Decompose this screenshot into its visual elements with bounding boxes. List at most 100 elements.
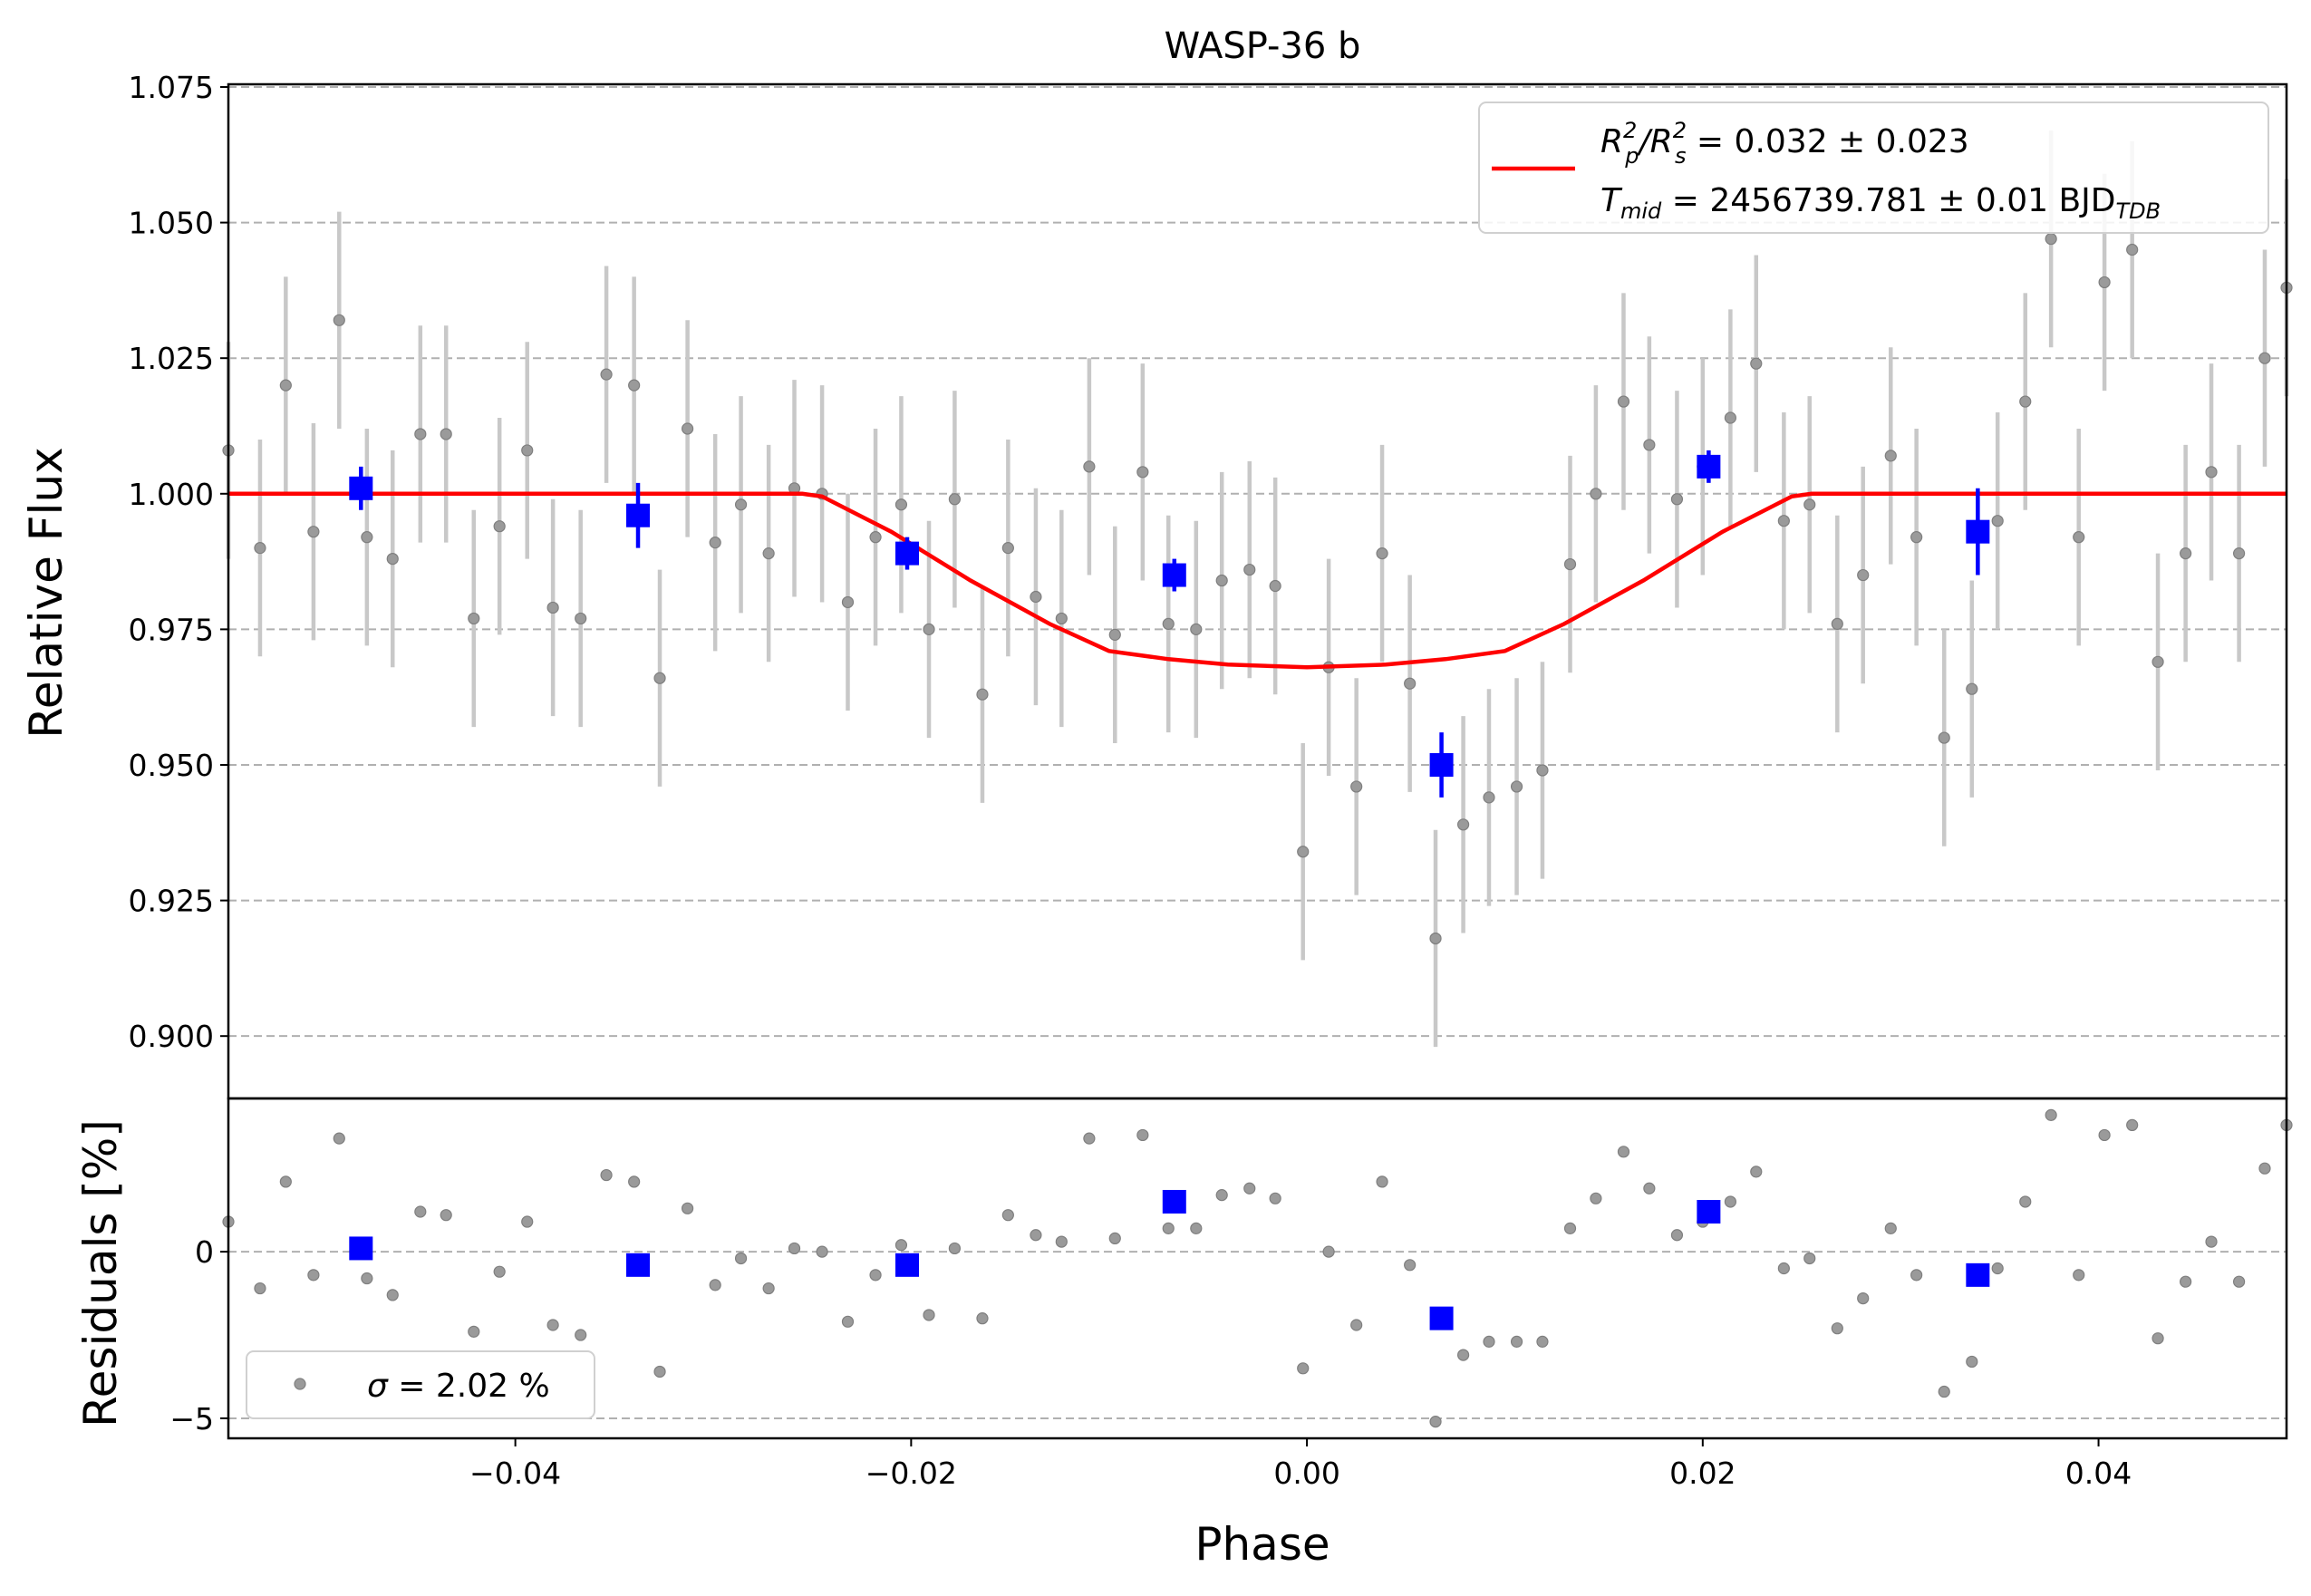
residual-raw-point — [1510, 1335, 1523, 1348]
residual-raw-point — [2073, 1269, 2085, 1282]
residual-raw-point — [762, 1282, 775, 1295]
residual-raw-point — [1269, 1192, 1281, 1204]
residual-raw-point — [521, 1215, 534, 1228]
sigma-legend-marker — [294, 1378, 306, 1390]
flux-raw-point — [2126, 243, 2139, 256]
bottom-y-axis-label: Residuals [%] — [74, 1119, 127, 1427]
residual-raw-point — [1884, 1222, 1897, 1234]
flux-raw-point — [1536, 764, 1549, 777]
residual-raw-point — [254, 1282, 266, 1295]
residual-raw-point — [2258, 1162, 2271, 1175]
residual-raw-point — [386, 1289, 399, 1301]
flux-raw-point — [1590, 488, 1602, 500]
flux-raw-point — [1510, 780, 1523, 793]
residual-raw-point — [816, 1245, 828, 1258]
flux-raw-point — [2232, 547, 2246, 560]
flux-raw-point — [2098, 276, 2111, 289]
flux-raw-point — [1483, 791, 1495, 804]
flux-raw-point — [1190, 623, 1203, 635]
flux-raw-point — [948, 493, 962, 506]
residual-raw-point — [682, 1202, 694, 1214]
flux-raw-point — [1001, 542, 1014, 555]
residual-binned-point — [1966, 1262, 1990, 1287]
flux-raw-point — [1030, 590, 1042, 604]
top-y-axis-label: Relative Flux — [20, 447, 73, 738]
residual-raw-point — [976, 1312, 989, 1325]
residual-raw-point — [2180, 1275, 2192, 1288]
flux-binned-point — [894, 541, 919, 566]
x-tick-label: 0.00 — [1273, 1456, 1339, 1491]
flux-raw-point — [521, 444, 534, 457]
flux-y-tick-label: 0.950 — [129, 748, 214, 783]
flux-binned-point — [1966, 519, 1990, 544]
residual-raw-point — [1857, 1291, 1870, 1305]
legend-tmid-text: Tmid = 2456739.781 ± 0.01 BJDTDB — [1600, 182, 2161, 224]
flux-raw-point — [414, 428, 427, 440]
flux-raw-point — [1857, 568, 1870, 582]
model-legend: R2 p/R2 s = 0.032 ± 0.023 Tmid = 2456739.7… — [1478, 102, 2269, 234]
flux-raw-point — [440, 428, 452, 440]
flux-raw-point — [1991, 515, 2004, 527]
flux-y-tick-label: 0.975 — [129, 612, 214, 647]
flux-raw-point — [279, 379, 292, 392]
chart-title: WASP-36 b — [1165, 25, 1361, 67]
flux-raw-point — [894, 498, 908, 511]
residual-raw-point — [1404, 1259, 1417, 1272]
flux-y-tick-label: 1.075 — [129, 70, 214, 105]
residual-raw-point — [1456, 1349, 1470, 1361]
residual-raw-point — [2232, 1275, 2246, 1288]
residual-raw-point — [468, 1325, 480, 1338]
residual-raw-point — [894, 1239, 908, 1252]
residual-raw-point — [1777, 1262, 1790, 1275]
x-tick-label: −0.04 — [469, 1456, 561, 1491]
flux-raw-point — [1269, 579, 1281, 593]
residual-binned-point — [1162, 1189, 1186, 1214]
residual-raw-point — [1590, 1192, 1602, 1204]
residual-raw-point — [414, 1205, 427, 1218]
flux-binned-point — [1162, 563, 1186, 587]
residual-raw-point — [1001, 1209, 1014, 1222]
flux-binned-point — [1429, 752, 1454, 777]
flux-y-tick-label: 0.900 — [129, 1019, 214, 1054]
flux-raw-point — [869, 531, 882, 544]
legend-depth-text: R2 p/R2 s = 0.032 ± 0.023 — [1600, 118, 1969, 169]
flux-raw-point — [1617, 395, 1630, 408]
flux-binned-point — [626, 503, 651, 527]
residual-binned-point — [1429, 1306, 1454, 1330]
residual-raw-point — [1938, 1385, 1950, 1398]
flux-raw-point — [1670, 493, 1684, 506]
residual-raw-point — [600, 1168, 613, 1182]
residual-raw-point — [361, 1272, 373, 1285]
flux-raw-point — [1136, 466, 1149, 479]
flux-y-tick-label: 1.025 — [129, 341, 214, 376]
residual-y-tick-label: 0 — [195, 1234, 214, 1270]
flux-raw-point — [1910, 531, 1923, 544]
residual-raw-point — [1724, 1195, 1736, 1208]
flux-raw-point — [976, 688, 989, 701]
residual-raw-point — [709, 1279, 721, 1291]
flux-raw-point — [386, 552, 399, 566]
residual-raw-point — [923, 1309, 935, 1321]
residual-raw-point — [1483, 1335, 1495, 1348]
residual-raw-point — [1803, 1252, 1816, 1265]
flux-y-tick-label: 1.050 — [129, 206, 214, 241]
residual-raw-point — [1030, 1229, 1042, 1242]
flux-raw-point — [2045, 232, 2057, 246]
residual-raw-point — [628, 1175, 641, 1188]
residual-raw-point — [1750, 1166, 1763, 1178]
flux-raw-point — [254, 542, 266, 555]
flux-raw-point — [2258, 352, 2271, 364]
flux-raw-point — [1456, 818, 1470, 831]
residual-raw-point — [788, 1242, 801, 1255]
residual-raw-point — [1966, 1355, 1978, 1369]
sigma-legend: σ = 2.02 % — [246, 1350, 595, 1419]
residual-raw-point — [2126, 1118, 2139, 1132]
residual-raw-point — [841, 1315, 855, 1328]
flux-raw-point — [841, 595, 855, 609]
residual-raw-point — [1991, 1262, 2004, 1275]
flux-raw-point — [307, 526, 320, 538]
flux-raw-point — [1750, 357, 1763, 370]
residual-raw-point — [333, 1132, 345, 1145]
flux-raw-points — [222, 130, 2293, 1048]
residual-raw-points — [222, 1108, 2293, 1428]
